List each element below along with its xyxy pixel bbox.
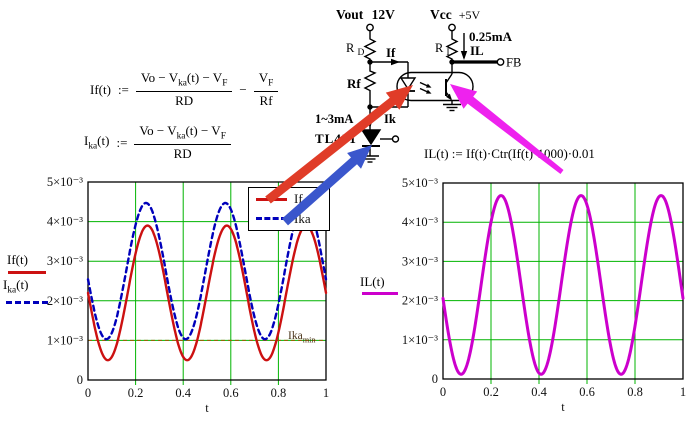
denominator: RD: [173, 146, 192, 162]
right-chart-il[interactable]: 5×10⁻³4×10⁻³3×10⁻³2×10⁻³1×10⁻³00 0.2 0.4 0.…: [402, 176, 686, 414]
vcc-terminal: [448, 23, 456, 32]
fraction: VF Rf: [253, 71, 279, 109]
fb-label: FB: [506, 56, 521, 70]
x-tick-label: 0.4: [531, 385, 547, 399]
x-tick-label: 0.2: [483, 385, 499, 399]
fraction: Vo − Vka(t) − VF RD: [134, 124, 231, 161]
il-current-value: 0.25mA: [469, 29, 513, 44]
trace-label-il: IL(t): [360, 274, 385, 289]
if-trace-swatch: [8, 271, 46, 274]
y-tick-label: 0: [432, 372, 438, 386]
x-tick-label: 0.4: [175, 386, 191, 400]
minus-operator: −: [239, 81, 247, 97]
resistor-rd: [363, 37, 377, 61]
numerator: Vo − Vka(t) − VF: [134, 124, 231, 146]
series-if: [86, 224, 328, 362]
series-il: [441, 194, 685, 376]
assign-operator: :=: [116, 134, 128, 150]
plot-frame: [442, 182, 684, 380]
y-tick-label: 1×10⁻³: [47, 333, 83, 347]
vcc-label: Vcc: [430, 7, 452, 22]
il-arrowhead: [460, 51, 468, 60]
il-current-label: IL: [470, 43, 484, 58]
trace-label-if: If(t): [7, 252, 28, 267]
y-tick-label: 4×10⁻³: [402, 215, 438, 229]
numerator: VF: [253, 71, 279, 93]
if-current-label: If: [386, 45, 396, 60]
x-tick-label: 0.6: [223, 386, 239, 400]
formula-ika-lhs: Ika(t): [84, 133, 110, 152]
x-tick-label: 0.2: [128, 386, 144, 400]
y-tick-label: 2×10⁻³: [47, 294, 83, 308]
ika-trace-swatch: [6, 301, 48, 304]
x-tick-label: 1: [323, 386, 329, 400]
if-arrowhead: [391, 58, 400, 66]
legend-row-if: If: [256, 191, 329, 207]
legend-label-ika: Ika: [294, 210, 311, 226]
x-axis-label: t: [205, 401, 209, 415]
svg-text:R D: R D: [346, 41, 364, 58]
rd-label: R: [346, 41, 355, 55]
if-line-swatch: [256, 197, 287, 201]
y-tick-label: 0: [77, 373, 83, 387]
numerator: Vo − Vka(t) − VF: [135, 71, 233, 93]
x-tick-label: 1: [680, 385, 686, 399]
y-tick-label: 2×10⁻³: [402, 294, 438, 308]
y-tick-label: 3×10⁻³: [402, 254, 438, 268]
ika-line-swatch: [256, 217, 287, 221]
legend-row-ika: Ika: [256, 211, 329, 227]
vout-label: Vout: [336, 7, 364, 22]
x-tick-label: 0.8: [271, 386, 287, 400]
fb-terminal: [496, 58, 505, 66]
vout-value: 12V: [372, 7, 396, 22]
svg-text:Vcc +5V: Vcc +5V: [430, 6, 481, 23]
trace-label-ika: Ika(t): [3, 277, 29, 296]
vcc-value: +5V: [459, 8, 481, 22]
vout-terminal: [366, 23, 374, 32]
x-tick-label: 0: [440, 385, 446, 399]
legend-label-if: If: [294, 191, 303, 207]
y-tick-label: 4×10⁻³: [47, 215, 83, 229]
denominator: RD: [175, 93, 194, 109]
formula-il[interactable]: IL(t) := If(t)·Ctr(If(t)·1000)·0.01: [424, 146, 595, 161]
formula-if[interactable]: If(t) := Vo − Vka(t) − VF RD − VF Rf: [90, 71, 279, 109]
series-ika: [86, 201, 328, 341]
legend-box[interactable]: If Ika: [248, 187, 330, 231]
svg-text:Vout 12V: Vout 12V: [336, 7, 395, 22]
y-tick-label: 1×10⁻³: [402, 333, 438, 347]
assign-operator: :=: [117, 81, 129, 97]
x-tick-label: 0: [85, 386, 91, 400]
rl-label: R: [435, 41, 444, 55]
y-tick-label: 3×10⁻³: [47, 254, 83, 268]
rd-subscript: D: [357, 48, 364, 58]
y-tick-label: 5×10⁻³: [47, 175, 83, 189]
x-axis-label: t: [561, 400, 565, 414]
denominator: Rf: [259, 93, 273, 109]
light-arrows-icon: [419, 81, 432, 94]
x-tick-label: 0.8: [627, 385, 643, 399]
svg-text:R L: R L: [435, 41, 452, 58]
led-symbol: [399, 77, 417, 91]
il-trace-swatch: [362, 292, 398, 295]
fraction: Vo − Vka(t) − VF RD: [135, 71, 233, 109]
ikamin-marker-label: Ikamin: [288, 330, 316, 345]
resistor-rl: [445, 37, 459, 61]
formula-if-lhs: If(t): [90, 81, 111, 97]
formula-ika[interactable]: Ika(t) := Vo − Vka(t) − VF RD: [84, 124, 231, 161]
rl-subscript: L: [446, 48, 452, 58]
left-chart-if-ika[interactable]: 5×10⁻³ 4×10⁻³ 3×10⁻³ 2×10⁻³ 1×10⁻³ 00 0.2 0.4 0.…: [47, 175, 329, 415]
x-tick-label: 0.6: [579, 385, 595, 399]
